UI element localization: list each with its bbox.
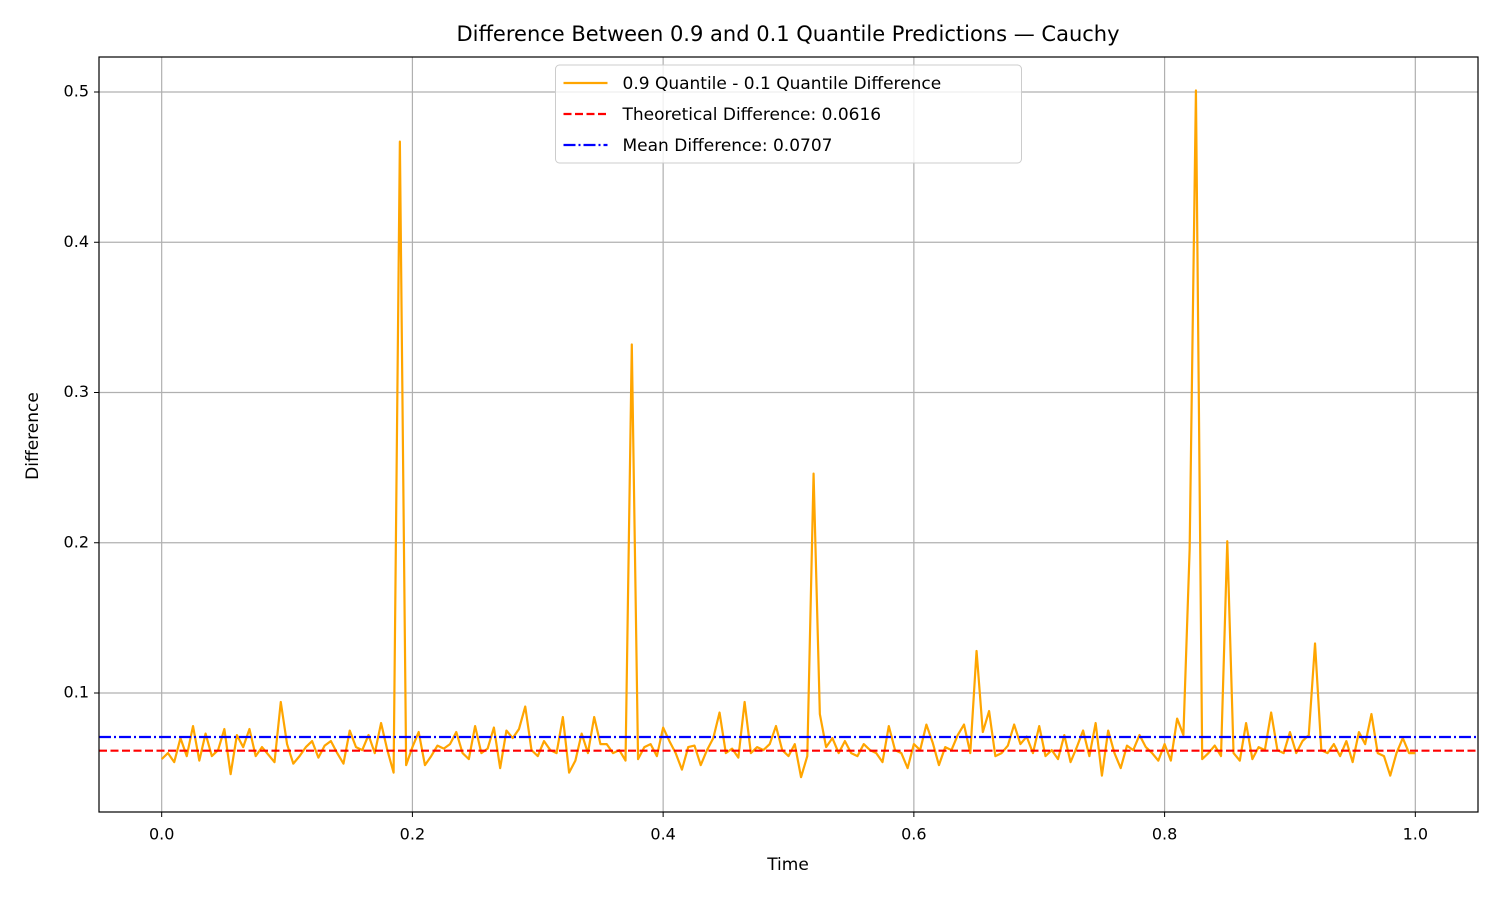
legend-box — [555, 64, 1022, 164]
y-tick-label: 0.4 — [64, 232, 89, 251]
x-tick-label: 0.2 — [400, 825, 425, 844]
legend-label: 0.9 Quantile - 0.1 Quantile Difference — [623, 74, 942, 94]
x-tick-label: 0.4 — [650, 825, 675, 844]
y-tick-label: 0.3 — [64, 382, 89, 401]
x-tick-label: 0.0 — [149, 825, 174, 844]
legend-label: Mean Difference: 0.0707 — [623, 136, 833, 156]
x-tick-label: 1.0 — [1403, 825, 1428, 844]
chart-title: Difference Between 0.9 and 0.1 Quantile … — [456, 22, 1119, 46]
x-tick-label: 0.6 — [901, 825, 926, 844]
x-axis-label: Time — [766, 855, 809, 875]
x-tick-label: 0.8 — [1152, 825, 1177, 844]
y-axis-label: Difference — [23, 392, 43, 480]
y-tick-label: 0.5 — [64, 82, 89, 101]
legend: 0.9 Quantile - 0.1 Quantile Difference Th… — [555, 64, 1022, 164]
data-line — [160, 89, 1416, 779]
plot-frame — [98, 56, 1479, 813]
y-tick-label: 0.2 — [64, 532, 89, 551]
y-tick-label: 0.1 — [64, 683, 89, 702]
legend-label: Theoretical Difference: 0.0616 — [622, 105, 882, 125]
